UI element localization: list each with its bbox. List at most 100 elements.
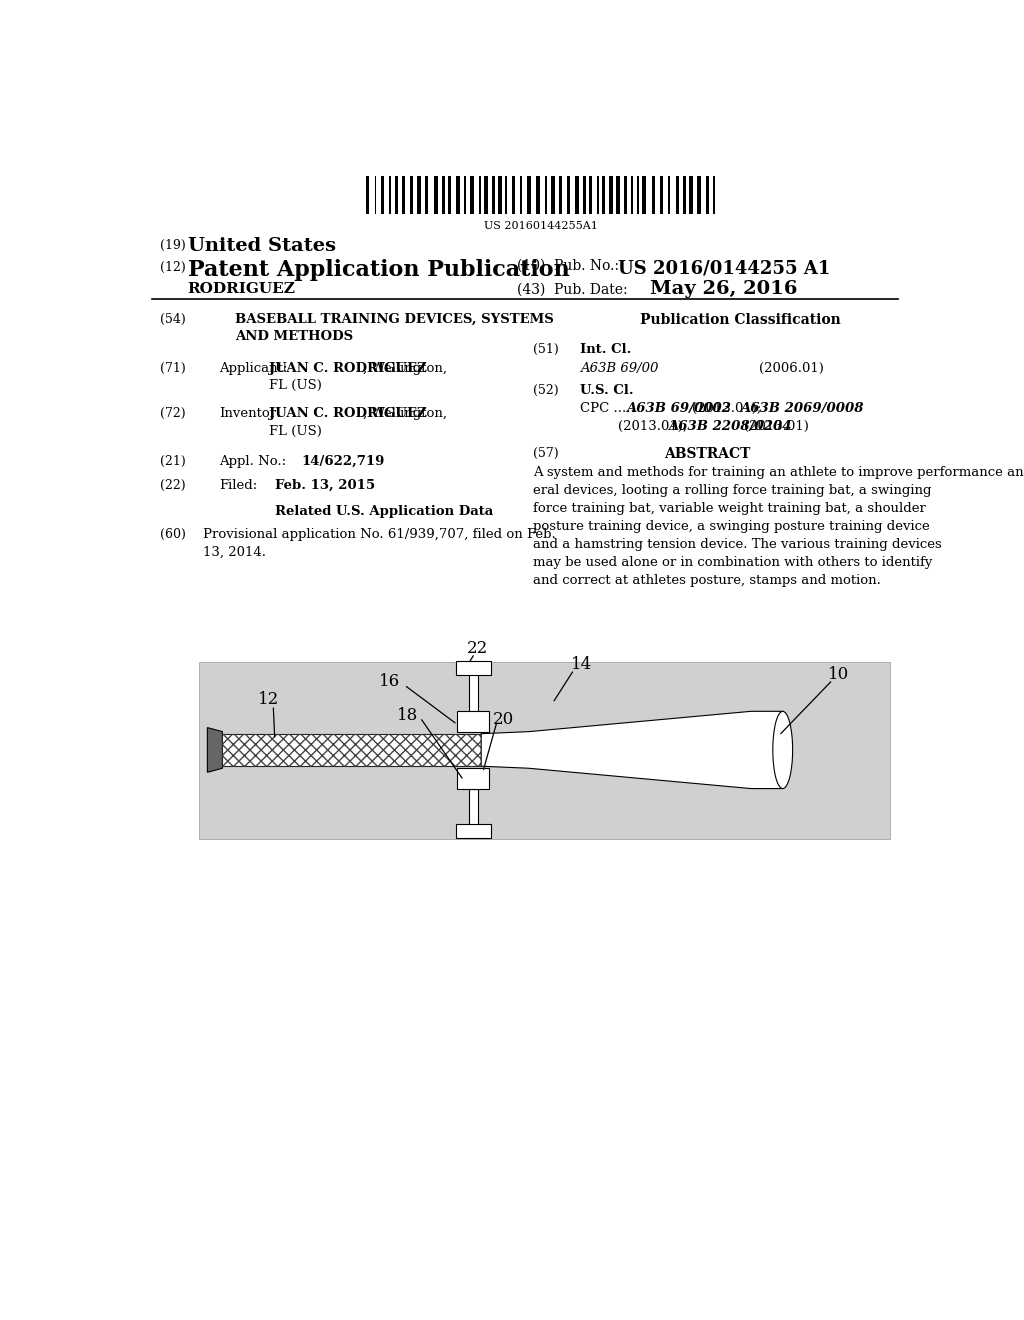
Bar (470, 176, 474, 214)
Text: (2013.01);: (2013.01); (618, 420, 688, 433)
Bar (551, 176, 555, 214)
Bar (583, 176, 586, 214)
Text: United States: United States (187, 236, 336, 255)
Text: Related U.S. Application Data: Related U.S. Application Data (274, 506, 494, 517)
Bar (389, 176, 391, 214)
Bar (442, 176, 444, 214)
Bar (637, 176, 639, 214)
Text: US 20160144255A1: US 20160144255A1 (483, 222, 598, 231)
Bar (434, 176, 437, 214)
Bar (394, 176, 398, 214)
Bar (484, 176, 488, 214)
Bar (200, 661, 890, 840)
Bar (589, 176, 592, 214)
Bar (631, 176, 633, 214)
Bar (527, 176, 531, 214)
Bar (558, 176, 562, 214)
Bar (498, 176, 502, 214)
Bar (545, 176, 548, 214)
Bar (689, 176, 693, 214)
Bar (616, 176, 621, 214)
Bar (713, 176, 716, 214)
Text: (60): (60) (160, 528, 185, 541)
Bar (683, 176, 686, 214)
Bar (512, 176, 515, 214)
Text: (43)  Pub. Date:: (43) Pub. Date: (517, 282, 628, 297)
Bar (669, 176, 671, 214)
Text: JUAN C. RODRIGUEZ: JUAN C. RODRIGUEZ (269, 408, 427, 420)
Bar (575, 176, 580, 214)
Bar (651, 176, 654, 214)
Text: U.S. Cl.: U.S. Cl. (581, 384, 634, 397)
Bar (464, 176, 466, 214)
Text: 14: 14 (571, 656, 593, 673)
Text: , Wellington,: , Wellington, (362, 362, 446, 375)
Text: (57): (57) (532, 447, 558, 461)
Text: , Wellington,: , Wellington, (362, 408, 446, 420)
Bar (479, 176, 481, 214)
Text: (10)  Pub. No.:: (10) Pub. No.: (517, 259, 628, 273)
Text: RODRIGUEZ: RODRIGUEZ (187, 282, 295, 297)
Bar (519, 176, 522, 214)
Bar (425, 176, 428, 214)
Text: (2006.01): (2006.01) (759, 362, 823, 375)
Bar (418, 176, 421, 214)
Text: 16: 16 (379, 673, 400, 690)
Text: FL (US): FL (US) (269, 425, 323, 438)
Text: (19): (19) (160, 239, 185, 252)
Text: (54): (54) (160, 313, 185, 326)
Bar (375, 176, 377, 214)
Text: May 26, 2016: May 26, 2016 (650, 280, 798, 298)
Text: US 2016/0144255 A1: US 2016/0144255 A1 (617, 259, 830, 277)
Text: 10: 10 (827, 667, 849, 684)
Text: 18: 18 (396, 708, 418, 723)
Bar (625, 176, 627, 214)
Text: JUAN C. RODRIGUEZ: JUAN C. RODRIGUEZ (269, 362, 427, 375)
Text: 22: 22 (467, 640, 487, 657)
Bar (222, 734, 481, 766)
Bar (707, 176, 709, 214)
Polygon shape (481, 711, 782, 788)
Text: (72): (72) (160, 408, 185, 420)
Text: Inventor:: Inventor: (219, 408, 281, 420)
Text: (51): (51) (532, 343, 558, 356)
Bar (493, 176, 495, 214)
Bar (660, 176, 664, 214)
Text: Int. Cl.: Int. Cl. (581, 343, 632, 356)
Text: (2013.01): (2013.01) (743, 420, 809, 433)
Bar (537, 176, 541, 214)
Bar (697, 176, 701, 214)
Bar (505, 176, 507, 214)
Bar (609, 176, 613, 214)
Text: (71): (71) (160, 362, 185, 375)
Text: CPC .....: CPC ..... (581, 403, 635, 416)
Text: (21): (21) (160, 455, 185, 469)
Bar (597, 176, 599, 214)
Bar (367, 176, 370, 214)
Text: Appl. No.:: Appl. No.: (219, 455, 287, 469)
Bar (676, 176, 679, 214)
Text: A63B 2208/0204: A63B 2208/0204 (668, 420, 792, 433)
Text: 14/622,719: 14/622,719 (301, 455, 384, 469)
Text: (12): (12) (160, 261, 185, 275)
Bar (567, 176, 570, 214)
Bar (410, 176, 413, 214)
Bar (642, 176, 646, 214)
Ellipse shape (773, 711, 793, 788)
Text: Filed:: Filed: (219, 479, 257, 491)
Text: (22): (22) (160, 479, 185, 491)
Text: Provisional application No. 61/939,707, filed on Feb.
13, 2014.: Provisional application No. 61/939,707, … (204, 528, 556, 558)
Text: (52): (52) (532, 384, 558, 397)
Bar (458, 711, 489, 731)
Text: ABSTRACT: ABSTRACT (665, 447, 751, 461)
Text: Applicant:: Applicant: (219, 362, 288, 375)
Text: A63B 69/00: A63B 69/00 (581, 362, 658, 375)
Bar (401, 176, 406, 214)
Polygon shape (207, 727, 222, 772)
Text: Publication Classification: Publication Classification (640, 313, 841, 327)
Bar (222, 734, 481, 766)
Bar (449, 176, 451, 214)
Bar (456, 176, 460, 214)
Text: A63B 2069/0008: A63B 2069/0008 (740, 403, 863, 416)
Bar (469, 661, 477, 711)
